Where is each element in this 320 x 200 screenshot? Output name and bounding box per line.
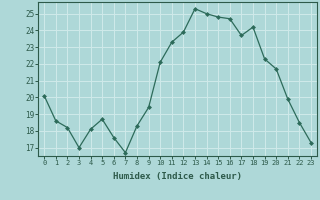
X-axis label: Humidex (Indice chaleur): Humidex (Indice chaleur): [113, 172, 242, 181]
